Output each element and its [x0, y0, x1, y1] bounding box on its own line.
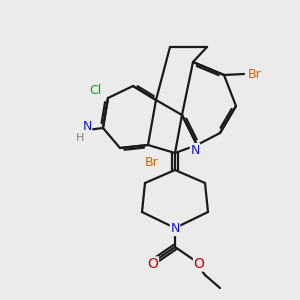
Text: N: N — [190, 143, 200, 157]
Text: Br: Br — [145, 155, 159, 169]
Text: O: O — [148, 257, 158, 271]
Text: Br: Br — [248, 68, 262, 80]
Text: H: H — [76, 133, 84, 143]
Text: O: O — [194, 257, 204, 271]
Text: Cl: Cl — [89, 85, 101, 98]
Text: N: N — [170, 223, 180, 236]
Text: N: N — [82, 119, 92, 133]
